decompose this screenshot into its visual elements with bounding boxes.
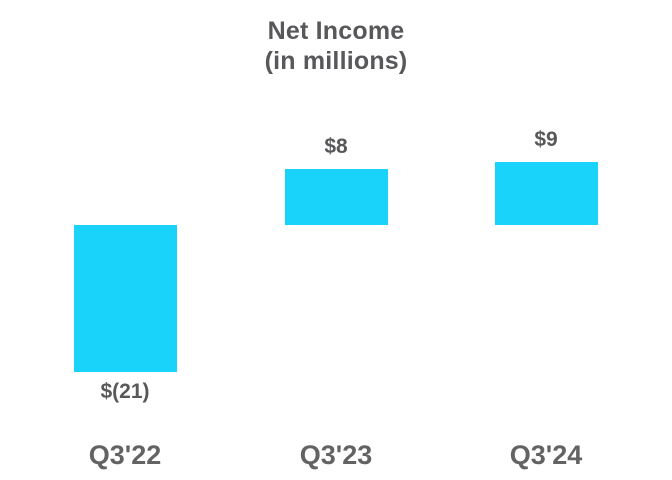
bar [73, 225, 177, 372]
chart-title: Net Income [267, 17, 405, 45]
bar-value-label: $8 [324, 135, 348, 158]
bar-value-label: $(21) [100, 380, 150, 403]
bar [494, 162, 598, 225]
bar [284, 169, 388, 225]
chart-title-block: Net Income (in millions) [0, 16, 672, 76]
x-axis-label: Q3'22 [88, 440, 162, 470]
x-axis-label: Q3'24 [509, 440, 583, 470]
chart-subtitle: (in millions) [264, 47, 408, 75]
x-axis-label: Q3'23 [299, 440, 373, 470]
bar-value-label: $9 [534, 128, 558, 151]
